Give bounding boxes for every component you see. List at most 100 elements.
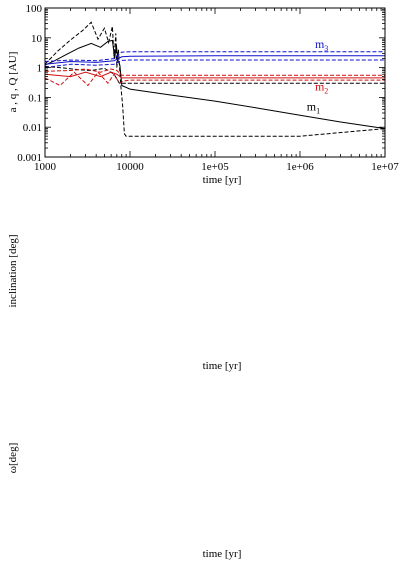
series-m3-point-0-1 <box>78 470 80 472</box>
y-tick-label-0-1: 0.01 <box>23 122 42 134</box>
panel-argument-of-periapsis: time [yr] ω[deg] <box>7 443 241 560</box>
series-m1-line-5 <box>281 385 385 443</box>
x-tick-label-0-1: 10000 <box>116 161 144 173</box>
series-m1-line-3 <box>79 447 111 531</box>
series-m3-point-0-8 <box>129 439 131 441</box>
y-tick-label-1-4: 180 <box>26 191 43 203</box>
series-m2-point-1-0 <box>85 507 87 509</box>
series-m1-point-4-10 <box>214 458 216 460</box>
mass-label-subscript-m3: 3 <box>324 44 328 53</box>
x-tick-label-1-3: 1e+06 <box>286 348 314 360</box>
series-m2-point-1-16 <box>340 454 342 456</box>
mass-label-m2: m2 <box>315 80 328 96</box>
series-m2-point-1-15 <box>333 464 335 466</box>
series-m1-line-0 <box>45 224 385 342</box>
y-tick-label-2-1: 90 <box>31 491 43 503</box>
series-m1-point-4-2 <box>121 429 123 431</box>
y-tick-label-0-5: 100 <box>26 3 43 15</box>
mass-label-m3: m3 <box>315 37 328 53</box>
series-m3-point-0-0 <box>70 429 72 431</box>
x-tick-label-1-0: 1000 <box>34 348 57 360</box>
plot-data-2 <box>70 385 387 531</box>
series-m2-point-1-11 <box>273 485 275 487</box>
mass-label-subscript-m1: 1 <box>316 107 320 116</box>
y-tick-label-1-2: 90 <box>31 265 43 277</box>
panel-inclination: time [yr] inclination [deg] <box>7 234 241 372</box>
xlabel-p3: time [yr] <box>203 548 242 560</box>
series-m2-point-1-17 <box>345 442 347 444</box>
series-m3-point-0-5 <box>103 458 105 460</box>
mass-label-subscript-m2: 2 <box>324 87 328 96</box>
series-m2-point-1-8 <box>188 489 190 491</box>
series-m3-point-0-12 <box>240 436 242 438</box>
x-tick-label-0-3: 1e+06 <box>286 161 314 173</box>
y-tick-label-0-4: 10 <box>31 33 43 45</box>
series-m3-point-0-10 <box>188 437 190 439</box>
series-m2-point-1-2 <box>103 503 105 505</box>
y-tick-label-1-0: 0 <box>37 339 43 351</box>
series-m1-point-4-9 <box>206 483 208 485</box>
series-m3-point-0-20 <box>371 413 373 415</box>
series-m3-point-0-9 <box>155 438 157 440</box>
series-m3-point-0-22 <box>384 421 386 423</box>
xlabel-p2: time [yr] <box>203 360 242 372</box>
series-m2-line-2 <box>359 418 385 529</box>
series-m1-point-4-8 <box>188 495 190 497</box>
panel-semimajor-axis: time [yr] a , q , Q [AU] 1000 10000 1e+05 1… <box>7 3 399 549</box>
series-m3-point-0-17 <box>350 417 352 419</box>
series-m2-point-1-20 <box>371 392 373 394</box>
y-tick-label-2-0: 0 <box>37 528 43 540</box>
x-tick-label-0-0: 1000 <box>34 161 57 173</box>
series-m3-point-0-4 <box>95 483 97 485</box>
series-m1-line-1 <box>45 21 385 137</box>
x-tick-label-0-2: 1e+05 <box>201 161 229 173</box>
x-tick-label-1-1: 10000 <box>116 348 144 360</box>
y-tick-label-2-2: 180 <box>26 454 43 466</box>
series-m2-line-8 <box>45 68 385 76</box>
plot-frame-1 <box>45 196 385 344</box>
plot-frame-0 <box>44 7 386 158</box>
series-m1-point-4-0 <box>116 396 118 398</box>
series-m2-point-1-5 <box>121 470 123 472</box>
plot-frame-2 <box>45 385 385 533</box>
series-m1-point-4-12 <box>240 507 242 509</box>
series-m1-point-4-5 <box>144 483 146 485</box>
series-m3-point-0-3 <box>90 450 92 452</box>
mass-label-m1: m1 <box>307 100 320 116</box>
series-m3-point-0-7 <box>121 450 123 452</box>
series-m3-line-2 <box>45 334 385 343</box>
series-m3-point-0-16 <box>340 423 342 425</box>
x-tick-label-2-0: 1000 <box>34 537 57 549</box>
series-m2-point-1-10 <box>240 487 242 489</box>
y-tick-label-2-4: 360 <box>26 380 43 392</box>
series-m2-line-6 <box>45 71 385 79</box>
y-tick-label-0-2: 0.1 <box>28 92 42 104</box>
x-tick-label-2-4: 1e+07 <box>371 537 399 549</box>
series-m1-line-0 <box>45 39 385 130</box>
y-tick-label-0-3: 1 <box>37 63 43 75</box>
series-m1-point-4-3 <box>125 499 127 501</box>
series-m2-line-7 <box>45 71 385 87</box>
series-m3-point-0-11 <box>214 437 216 439</box>
series-m1-point-4-6 <box>155 516 157 518</box>
y-tick-label-1-1: 45 <box>31 302 43 314</box>
series-m2-point-1-14 <box>325 472 327 474</box>
series-m1-point-4-15 <box>273 400 275 402</box>
series-m3-point-0-14 <box>299 433 301 435</box>
x-tick-label-2-1: 10000 <box>116 537 144 549</box>
series-m2-point-1-1 <box>95 491 97 493</box>
series-m3-point-0-15 <box>325 429 327 431</box>
series-m2-line-1 <box>45 319 385 343</box>
series-m3-line-3 <box>45 55 385 65</box>
y-tick-label-0-0: 0.001 <box>17 152 42 164</box>
y-tick-label-2-3: 270 <box>26 417 43 429</box>
series-m3-point-0-18 <box>358 411 360 413</box>
ylabel-p1: a , q , Q [AU] <box>7 52 19 113</box>
series-m2-point-1-6 <box>129 491 131 493</box>
series-m3-line-4 <box>45 51 385 62</box>
series-m2-point-1-19 <box>358 396 360 398</box>
series-m2-point-1-7 <box>155 490 157 492</box>
series-m1-point-4-17 <box>291 483 293 485</box>
series-m1-point-4-7 <box>170 528 172 530</box>
x-tick-label-2-3: 1e+06 <box>286 537 314 549</box>
